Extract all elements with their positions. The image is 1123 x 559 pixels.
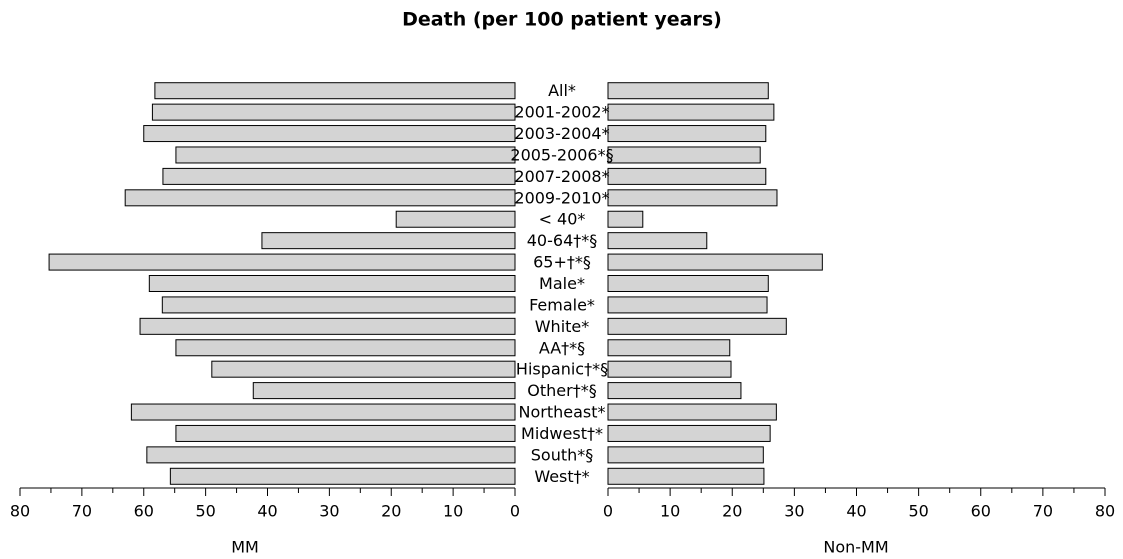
- category-label: White*: [535, 317, 590, 336]
- bar: [607, 103, 775, 121]
- bar: [252, 382, 516, 400]
- bar: [607, 253, 823, 271]
- x-tick-label: 80: [10, 502, 30, 521]
- x-tick-label: 10: [660, 502, 680, 521]
- x-tick-label: 50: [195, 502, 215, 521]
- axis-label: Non-MM: [823, 538, 888, 557]
- x-tick-label: 60: [134, 502, 154, 521]
- category-label: Midwest†*: [521, 424, 603, 443]
- bar: [261, 232, 516, 250]
- bar: [175, 339, 516, 357]
- x-tick-label: 70: [72, 502, 92, 521]
- axis-label: MM: [231, 538, 259, 557]
- category-label: AA†*§: [539, 338, 585, 357]
- bar: [607, 446, 764, 464]
- bar: [143, 125, 516, 143]
- category-label: 2001-2002*: [514, 103, 609, 122]
- bar: [211, 360, 516, 378]
- category-label: Northeast*: [518, 403, 605, 422]
- category-label: 40-64†*§: [527, 231, 598, 250]
- bar: [607, 339, 731, 357]
- bar: [146, 446, 516, 464]
- bar: [607, 82, 769, 100]
- bar: [607, 317, 787, 335]
- x-tick-label: 60: [971, 502, 991, 521]
- bar: [607, 232, 708, 250]
- bar: [607, 382, 742, 400]
- x-tick-label: 40: [846, 502, 866, 521]
- category-label: < 40*: [539, 210, 586, 229]
- category-label: 2003-2004*: [514, 124, 609, 143]
- category-label: 2005-2006*§: [510, 145, 613, 164]
- category-label: South*§: [531, 445, 594, 464]
- x-tick-label: 0: [603, 502, 613, 521]
- x-tick-label: 40: [257, 502, 277, 521]
- bar: [139, 317, 516, 335]
- bar: [175, 146, 516, 164]
- x-tick-label: 30: [319, 502, 339, 521]
- bar: [607, 360, 732, 378]
- x-tick-label: 20: [381, 502, 401, 521]
- bar: [607, 275, 769, 292]
- bar: [175, 424, 516, 442]
- bar: [154, 82, 516, 100]
- category-label: Female*: [529, 295, 595, 314]
- x-tick-label: 50: [908, 502, 928, 521]
- category-label: All*: [548, 81, 576, 100]
- category-label: West†*: [534, 467, 589, 486]
- category-label: Hispanic†*§: [516, 360, 608, 379]
- category-label: Male*: [539, 274, 585, 293]
- bar: [395, 210, 516, 228]
- x-tick-label: 0: [510, 502, 520, 521]
- bar: [607, 403, 777, 421]
- bar: [148, 275, 516, 292]
- bar: [607, 296, 768, 314]
- bar: [607, 210, 644, 228]
- category-label: Other†*§: [527, 381, 596, 400]
- x-tick-label: 30: [784, 502, 804, 521]
- bar: [607, 189, 778, 207]
- bar: [48, 253, 516, 271]
- category-label: 65+†*§: [533, 253, 591, 272]
- category-label: 2007-2008*: [514, 167, 609, 186]
- bar: [607, 424, 771, 442]
- bar: [607, 467, 765, 485]
- bar: [169, 467, 516, 485]
- bar: [151, 103, 516, 121]
- x-tick-label: 70: [1033, 502, 1053, 521]
- bar: [607, 146, 761, 164]
- bar: [124, 189, 516, 207]
- chart-title: Death (per 100 patient years): [402, 9, 722, 31]
- x-tick-label: 10: [443, 502, 463, 521]
- bar: [607, 125, 767, 143]
- category-label: 2009-2010*: [514, 188, 609, 207]
- bar: [607, 167, 767, 185]
- bar: [161, 296, 516, 314]
- x-tick-label: 80: [1095, 502, 1115, 521]
- bar: [130, 403, 516, 421]
- x-tick-label: 20: [722, 502, 742, 521]
- bar: [162, 167, 516, 185]
